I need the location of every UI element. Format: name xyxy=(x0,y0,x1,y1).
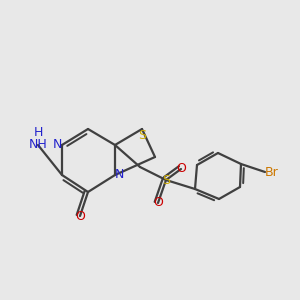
Text: N: N xyxy=(52,139,62,152)
Text: H: H xyxy=(33,125,43,139)
Text: NH: NH xyxy=(28,139,47,152)
Text: O: O xyxy=(176,163,186,176)
Text: O: O xyxy=(75,209,85,223)
Text: S: S xyxy=(162,173,170,187)
Text: Br: Br xyxy=(265,166,279,178)
Text: N: N xyxy=(115,169,124,182)
Text: S: S xyxy=(138,129,146,142)
Text: O: O xyxy=(153,196,163,209)
